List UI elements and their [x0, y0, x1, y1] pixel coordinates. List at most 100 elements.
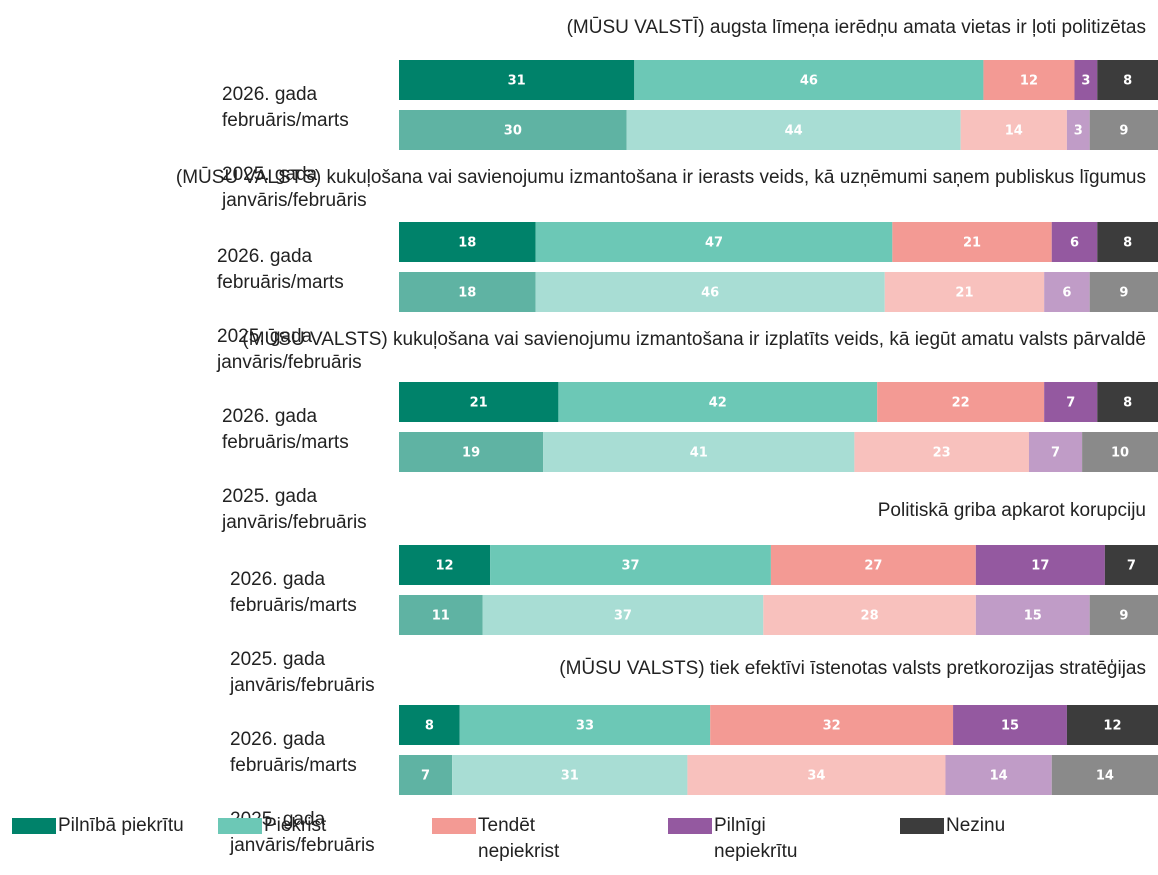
bar-segment [399, 110, 627, 150]
bar-segment [399, 432, 544, 472]
bar-segment [960, 110, 1067, 150]
value-label: 11 [432, 609, 450, 624]
bar-segment [1089, 595, 1158, 635]
bar-segment [543, 432, 855, 472]
value-label: 31 [508, 74, 526, 89]
bar-segment [482, 595, 764, 635]
bar-segment [1051, 755, 1158, 795]
value-label: 21 [955, 286, 973, 301]
value-label: 14 [1005, 124, 1023, 139]
panel-title: Politiskā griba apkarot korupciju [877, 500, 1146, 521]
value-label: 44 [785, 124, 803, 139]
bar-segment [558, 382, 878, 422]
value-label: 3 [1074, 124, 1083, 139]
bar-segment [1044, 382, 1098, 422]
bar-segment [399, 755, 453, 795]
legend-swatch [900, 818, 944, 834]
bar-segment [854, 432, 1029, 472]
value-label: 8 [1123, 236, 1132, 251]
bar-segment [1051, 222, 1098, 262]
bar-segment [770, 545, 976, 585]
bar-segment [710, 705, 954, 745]
category-label: 2025. gada janvāris/februāris [230, 649, 375, 696]
panel-title: (MŪSU VALSTS) kukuļošana vai savienojumu… [175, 167, 1146, 188]
value-label: 30 [504, 124, 522, 139]
value-label: 18 [458, 286, 476, 301]
bar-segment [452, 755, 688, 795]
bar-segment [983, 60, 1075, 100]
value-label: 14 [990, 769, 1008, 784]
bar-segment [399, 272, 536, 312]
value-label: 31 [561, 769, 579, 784]
bar-segment [975, 595, 1090, 635]
legend-swatch [668, 818, 712, 834]
bar-segment [945, 755, 1052, 795]
value-label: 21 [470, 396, 488, 411]
bar-segment [490, 545, 771, 585]
value-label: 37 [614, 609, 632, 624]
bar-segment [1089, 272, 1158, 312]
bar-segment [1104, 545, 1158, 585]
bar-segment [1044, 272, 1090, 312]
value-label: 23 [933, 446, 951, 461]
value-label: 17 [1031, 559, 1049, 574]
category-label: 2025. gada janvāris/februāris [222, 164, 367, 211]
value-label: 12 [1103, 719, 1121, 734]
bar-segment [399, 382, 559, 422]
value-label: 34 [807, 769, 825, 784]
legend-label: Tendēt nepiekrist [478, 815, 560, 862]
value-label: 7 [1127, 559, 1136, 574]
value-label: 47 [705, 236, 723, 251]
value-label: 37 [621, 559, 639, 574]
legend-swatch [432, 818, 476, 834]
bar-segment [1074, 60, 1098, 100]
bar-segment [1097, 60, 1158, 100]
bar-segment [1028, 432, 1083, 472]
value-label: 9 [1119, 124, 1128, 139]
legend-label: Pilnīgi nepiekrītu [714, 815, 798, 862]
value-label: 7 [1051, 446, 1060, 461]
bar-segment [535, 272, 885, 312]
value-label: 14 [1096, 769, 1114, 784]
category-label: 2026. gada februāris/marts [222, 406, 349, 453]
value-label: 3 [1081, 74, 1090, 89]
bar-segment [626, 110, 961, 150]
bar-segment [1089, 110, 1158, 150]
bar-segment [877, 382, 1045, 422]
value-label: 15 [1001, 719, 1019, 734]
legend-swatch [12, 818, 56, 834]
bar-segment [459, 705, 711, 745]
legend-label: Nezinu [946, 815, 1006, 836]
value-label: 41 [690, 446, 708, 461]
value-label: 7 [1066, 396, 1075, 411]
panel-title: (MŪSU VALSTS) kukuļošana vai savienojumu… [242, 329, 1146, 350]
value-label: 8 [1123, 396, 1132, 411]
category-label: 2026. gada februāris/marts [222, 84, 349, 131]
bar-segment [399, 545, 491, 585]
value-label: 12 [435, 559, 453, 574]
value-label: 32 [823, 719, 841, 734]
value-label: 12 [1020, 74, 1038, 89]
category-label: 2025. gada janvāris/februāris [222, 486, 367, 533]
category-label: 2026. gada februāris/marts [230, 729, 357, 776]
bar-segment [892, 222, 1052, 262]
value-label: 8 [425, 719, 434, 734]
value-label: 33 [576, 719, 594, 734]
value-label: 6 [1062, 286, 1071, 301]
bar-segment [1066, 110, 1090, 150]
category-label: 2026. gada februāris/marts [217, 246, 344, 293]
legend-label: Pilnībā piekrītu [58, 815, 184, 836]
value-label: 6 [1070, 236, 1079, 251]
value-label: 46 [701, 286, 719, 301]
value-label: 22 [952, 396, 970, 411]
legend-swatch [218, 818, 262, 834]
value-label: 7 [421, 769, 430, 784]
value-label: 8 [1123, 74, 1132, 89]
bar-segment [975, 545, 1105, 585]
category-label: 2025. gada janvāris/februāris [217, 326, 362, 373]
bar-segment [399, 222, 536, 262]
bar-segment [399, 705, 460, 745]
bar-segment [687, 755, 946, 795]
panel-title: (MŪSU VALSTĪ) augsta līmeņa ierēdņu amat… [566, 17, 1146, 38]
